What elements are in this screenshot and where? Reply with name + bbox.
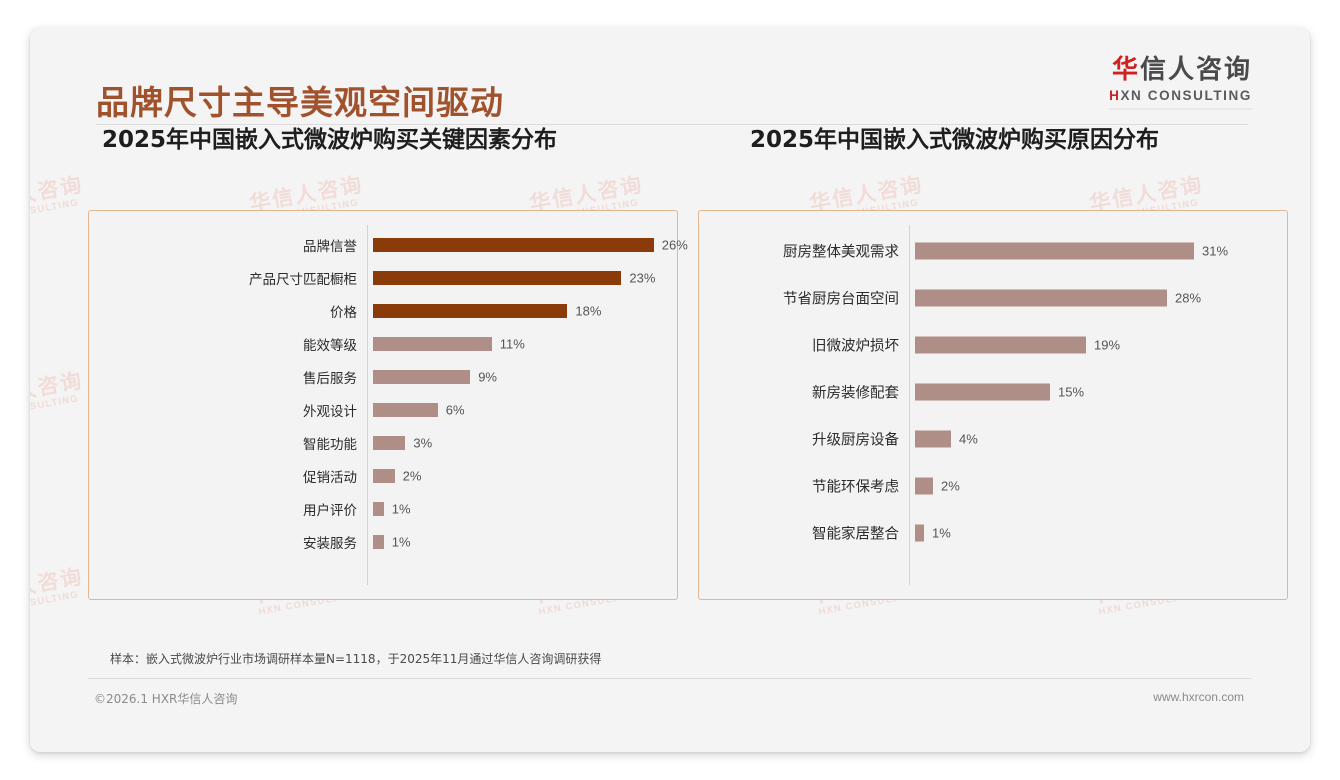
- footer-website[interactable]: www.hxrcon.com: [1153, 690, 1244, 704]
- bar-category-label: 用户评价: [303, 503, 357, 519]
- logo-cn-accent-char: 华: [1111, 55, 1140, 85]
- bar: [915, 477, 933, 495]
- chart-panel-key-factors: 品牌信誉 26% 产品尺寸匹配橱柜 23% 价格 18% 能效等级 11% 售后服务 9% 外观设计…: [88, 210, 688, 600]
- bar-value-label: 9%: [478, 369, 497, 385]
- bar-value-label: 1%: [391, 534, 411, 550]
- bar: [373, 370, 471, 384]
- bar-value-label: 3%: [413, 435, 433, 451]
- bar-category-label: 新房装修配套: [812, 385, 899, 402]
- bar-category-label: 售后服务: [303, 371, 357, 387]
- bar-value-label: 19%: [1094, 337, 1121, 353]
- chart-panel-purchase-reasons: 厨房整体美观需求 31% 节省厨房台面空间 28% 旧微波炉损坏 19% 新房装修配套 15%…: [698, 210, 1288, 600]
- chart-title-key-factors: 2025年中国嵌入式微波炉购买关键因素分布: [102, 127, 558, 153]
- bar-category-label: 旧微波炉损坏: [812, 338, 899, 355]
- bar: [915, 383, 1050, 401]
- bar: [373, 337, 492, 351]
- bar-category-label: 厨房整体美观需求: [783, 244, 899, 261]
- bar-value-label: 4%: [959, 431, 978, 447]
- bar: [915, 289, 1167, 307]
- bar-value-label: 15%: [1058, 384, 1085, 400]
- bar-value-label: 23%: [629, 270, 656, 286]
- logo-en-accent-char: H: [1109, 87, 1121, 103]
- bar: [373, 502, 384, 516]
- bar: [915, 430, 951, 448]
- chart-title-purchase-reasons: 2025年中国嵌入式微波炉购买原因分布: [750, 127, 1160, 153]
- bar-value-label: 31%: [1202, 243, 1229, 259]
- bar-value-label: 1%: [391, 501, 411, 517]
- footer-copyright: ©2026.1 HXR华信人咨询: [94, 692, 238, 706]
- bar-value-label: 2%: [402, 468, 422, 484]
- bar-category-label: 节能环保考虑: [812, 479, 899, 496]
- page-title: 品牌尺寸主导美观空间驱动: [96, 83, 504, 122]
- chart-axis-line: [909, 225, 910, 585]
- bar-category-label: 外观设计: [303, 404, 357, 420]
- bar-value-label: 1%: [932, 525, 951, 541]
- company-logo: 华信人咨询 HXN CONSULTING: [1109, 55, 1252, 110]
- bar-category-label: 品牌信誉: [303, 239, 357, 255]
- bar-category-label: 促销活动: [303, 470, 357, 486]
- logo-english-text: HXN CONSULTING: [1109, 88, 1252, 103]
- bar-category-label: 能效等级: [303, 338, 357, 354]
- bar: [373, 304, 568, 318]
- bar-category-label: 安装服务: [303, 536, 357, 552]
- logo-cn-rest: 信人咨询: [1139, 55, 1252, 85]
- bar-value-label: 11%: [499, 336, 525, 352]
- bar-value-label: 26%: [661, 237, 688, 253]
- bar-plot-purchase-reasons: 厨房整体美观需求 31% 节省厨房台面空间 28% 旧微波炉损坏 19% 新房装修配套 15%…: [699, 211, 1287, 599]
- bar-value-label: 2%: [941, 478, 960, 494]
- bar-category-label: 价格: [330, 305, 357, 321]
- bar-category-label: 产品尺寸匹配橱柜: [249, 272, 357, 288]
- logo-en-rest: XN CONSULTING: [1120, 87, 1252, 103]
- bar: [915, 242, 1194, 260]
- bar-category-label: 智能家居整合: [812, 526, 899, 543]
- chart-block-purchase-reasons: 2025年中国嵌入式微波炉购买原因分布 厨房整体美观需求 31% 节省厨房台面空间 2…: [698, 120, 1288, 600]
- bar: [373, 238, 654, 252]
- chart-block-key-factors: 2025年中国嵌入式微波炉购买关键因素分布 品牌信誉 26% 产品尺寸匹配橱柜 23%…: [88, 120, 688, 600]
- bar-category-label: 节省厨房台面空间: [783, 291, 899, 308]
- bar: [373, 535, 384, 549]
- bar-value-label: 28%: [1175, 290, 1202, 306]
- bar: [915, 336, 1086, 354]
- bar-category-label: 升级厨房设备: [812, 432, 899, 449]
- bar-value-label: 18%: [575, 303, 602, 319]
- footer-divider: [88, 678, 1252, 679]
- slide-header: 品牌尺寸主导美观空间驱动 华信人咨询 HXN CONSULTING: [30, 28, 1310, 125]
- bar: [373, 436, 406, 450]
- bar: [373, 469, 395, 483]
- chart-axis-line: [367, 225, 368, 585]
- bar: [915, 524, 924, 542]
- logo-chinese-text: 华信人咨询: [1109, 55, 1252, 86]
- bar: [373, 271, 622, 285]
- bar: [373, 403, 438, 417]
- bar-plot-key-factors: 品牌信誉 26% 产品尺寸匹配橱柜 23% 价格 18% 能效等级 11% 售后服务 9% 外观设计…: [89, 211, 688, 599]
- bar-value-label: 6%: [445, 402, 465, 418]
- header-divider: [96, 124, 1248, 125]
- sample-footnote: 样本：嵌入式微波炉行业市场调研样本量N=1118，于2025年11月通过华信人咨…: [110, 652, 602, 666]
- bar-category-label: 智能功能: [303, 437, 357, 453]
